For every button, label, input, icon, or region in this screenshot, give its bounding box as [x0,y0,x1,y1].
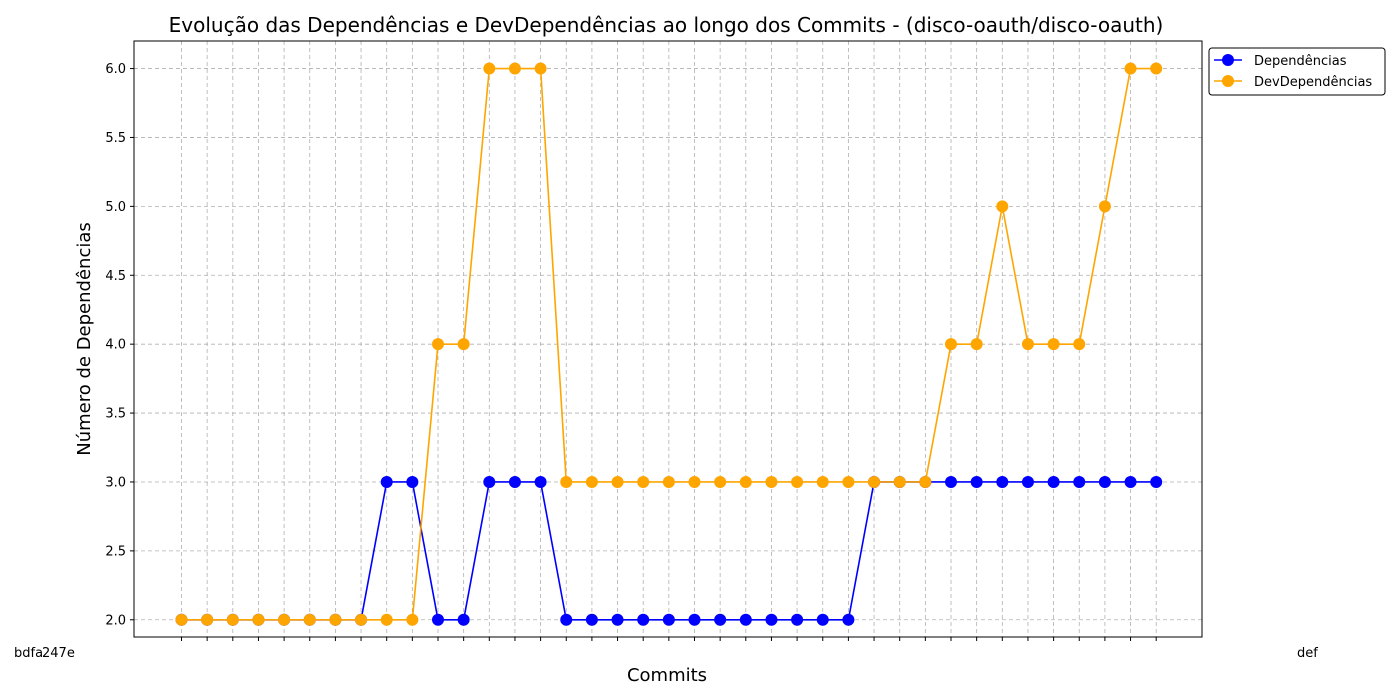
data-point [508,62,521,75]
data-point [483,62,496,75]
y-tick-label: 4.5 [105,269,126,284]
y-tick-label: 6.0 [105,62,126,77]
data-point [1073,338,1086,351]
y-axis-label: Número de Dependências [74,222,95,456]
legend: Dependências DevDependências [1208,47,1386,96]
legend-label-dependencias: Dependências [1254,54,1347,69]
y-tick-label: 5.5 [105,131,126,146]
legend-marker-dependencias [1222,54,1234,66]
data-point [739,613,752,626]
data-point [508,475,521,488]
data-point [816,475,829,488]
data-point [1150,62,1163,75]
data-point [662,475,675,488]
plot-frame [133,40,1203,638]
data-point [560,475,573,488]
data-point [816,613,829,626]
data-point [278,613,291,626]
data-point [457,338,470,351]
data-point [739,475,752,488]
data-point [406,475,419,488]
y-tick-label: 3.5 [105,407,126,422]
data-point [945,475,957,488]
data-point [457,613,470,626]
data-point [970,338,983,351]
data-point [1021,338,1034,351]
data-point [765,613,778,626]
grid [134,41,1202,637]
x-axis-label: Commits [627,665,707,686]
data-point [560,613,573,626]
y-tick-label: 3.0 [105,475,126,490]
data-point [380,613,393,626]
x-tick-label-first: bdfa [14,646,43,661]
data-point [611,613,624,626]
data-point [919,475,932,488]
legend-marker-devdependencias [1222,75,1234,87]
data-point [637,613,650,626]
data-point [945,338,957,351]
series-devdependencias [175,62,1163,626]
data-point [791,613,804,626]
x-axis-ticks [181,637,1157,641]
data-point [1098,475,1111,488]
data-point [714,613,727,626]
data-point [996,475,1009,488]
data-point [1073,475,1086,488]
data-point [585,613,598,626]
series [175,62,1163,626]
data-point [380,475,393,488]
data-point [688,475,701,488]
data-point [1047,338,1060,351]
y-tick-label: 5.0 [105,200,126,215]
data-point [1021,475,1034,488]
data-point [252,613,265,626]
x-tick-label-last: def [1297,646,1318,661]
data-point [662,613,675,626]
data-point [1150,475,1163,488]
data-point [688,613,701,626]
data-point [534,62,547,75]
data-point [432,338,444,351]
data-point [303,613,316,626]
x-tick-label-second: 247e [42,646,75,661]
data-point [893,475,906,488]
data-point [791,475,804,488]
data-point [842,613,855,626]
data-point [585,475,598,488]
data-point [201,613,214,626]
legend-box [1208,47,1386,96]
data-point [432,613,444,626]
data-point [611,475,624,488]
y-tick-label: 2.5 [105,544,126,559]
data-point [842,475,855,488]
data-point [996,200,1009,213]
data-point [226,613,239,626]
legend-label-devdependencias: DevDependências [1254,75,1372,90]
data-point [970,475,983,488]
data-point [329,613,342,626]
data-point [714,475,727,488]
data-point [534,475,547,488]
data-point [406,613,419,626]
data-point [868,475,881,488]
x-axis-tick-labels: bdfa 247e def [14,646,1318,661]
data-point [765,475,778,488]
data-point [1124,475,1137,488]
y-tick-label: 4.0 [105,338,126,353]
y-axis-ticks: 2.0 2.5 3.0 3.5 4.0 4.5 5.0 5.5 6.0 [105,62,134,628]
data-point [1047,475,1060,488]
data-point [1098,200,1111,213]
data-point [355,613,368,626]
data-point [175,613,188,626]
y-tick-label: 2.0 [105,613,126,628]
data-point [637,475,650,488]
data-point [483,475,496,488]
chart-title: Evolução das Dependências e DevDependênc… [169,13,1164,37]
data-point [1124,62,1137,75]
